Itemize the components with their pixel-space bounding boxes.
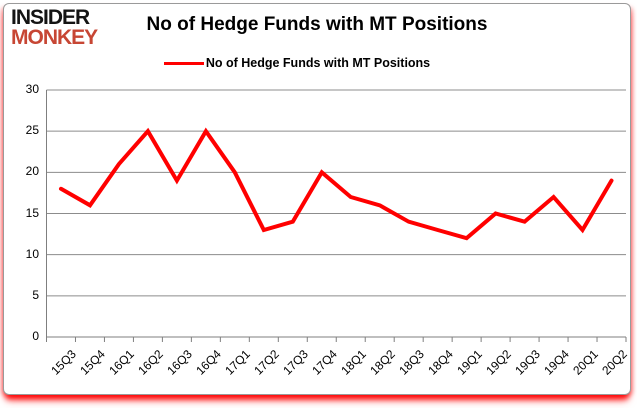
chart-card: INSIDER MONKEY No of Hedge Funds with MT… <box>3 3 631 395</box>
legend-series-label: No of Hedge Funds with MT Positions <box>205 56 431 70</box>
y-axis-tick-label-30: 30 <box>25 82 39 96</box>
y-axis-tick-label-5: 5 <box>32 287 39 302</box>
legend-line-marker-icon <box>163 61 204 65</box>
chart-title: No of Hedge Funds with MT Positions <box>146 14 488 35</box>
chart-legend: No of Hedge Funds with MT Positions <box>0 56 610 70</box>
y-axis-tick-label-20: 20 <box>25 164 39 179</box>
plot-area: 0 5 10 15 20 25 30 15Q3 15Q4 16Q1 16Q2 16Q3 16Q4 17Q1… <box>4 4 630 394</box>
y-axis-tick-label-15: 15 <box>25 205 39 220</box>
y-axis-tick-label-10: 10 <box>25 246 39 261</box>
series-line-hedge-funds <box>59 127 614 241</box>
logo-line-monkey: MONKEY <box>11 25 98 49</box>
y-axis-tick-label-25: 25 <box>25 123 39 138</box>
insider-monkey-logo: INSIDER MONKEY <box>11 6 98 49</box>
logo-line-insider: INSIDER <box>11 6 90 29</box>
line-chart-canvas <box>46 89 627 342</box>
y-axis-tick-label-0: 0 <box>32 329 39 343</box>
